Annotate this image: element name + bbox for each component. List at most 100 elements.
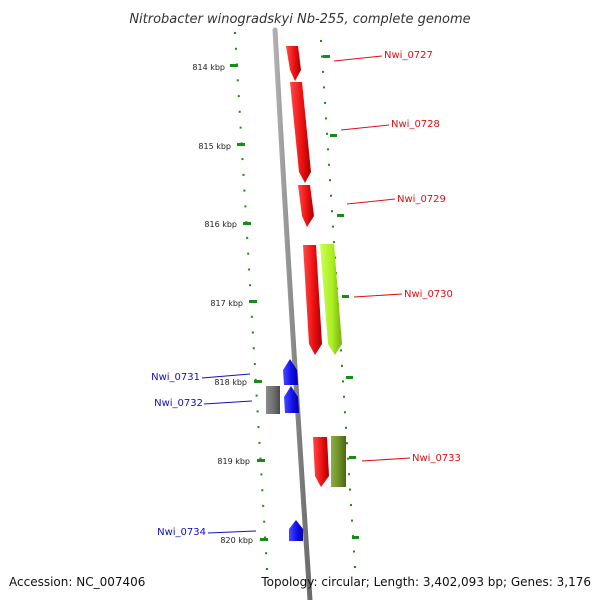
scale-tick-816 [243,222,251,225]
gene-Nwi_0733[interactable] [313,437,329,487]
guide-dot [234,32,236,34]
scale-tick-818 [254,380,262,383]
guide-dot [243,189,246,192]
genome-backbone [272,27,313,600]
guide-dot [254,378,257,381]
guide-dot [341,364,343,367]
gene-Nwi_0732[interactable] [284,386,299,413]
guide-dot [252,347,255,350]
guide-dot [250,315,253,318]
guide-dot [239,126,242,129]
guide-dot [347,457,349,460]
guide-dot [253,363,256,366]
scale-label-814: 814 kbp [192,63,225,72]
gene-Nwi_0730-adjacent-feature[interactable] [320,244,342,355]
gene-Nwi_0731[interactable] [283,359,298,385]
gene-features [266,46,346,541]
guide-dot [333,241,335,244]
gene-Nwi_0733-adjacent-feature[interactable] [331,436,346,487]
gene-label-Nwi_0727[interactable]: Nwi_0727 [384,50,433,61]
guide-dot [257,426,260,429]
gene-leader-lines [201,55,411,534]
right-scale-tick [349,456,356,459]
guide-dot [331,210,333,213]
scale-label-817: 817 kbp [210,299,243,308]
gene-label-Nwi_0729[interactable]: Nwi_0729 [397,194,446,205]
leader-line-Nwi_0734 [207,530,257,534]
guide-dot [329,179,331,182]
scale-label-816: 816 kbp [204,220,237,229]
guide-dot [256,410,259,413]
guide-dot [326,132,328,135]
guide-dot [261,489,264,492]
guide-dot [255,394,258,397]
right-scale-tick [352,536,359,539]
gene-label-Nwi_0734[interactable]: Nwi_0734 [157,527,206,538]
guide-dot [342,380,344,383]
gene-labels: Nwi_0727 Nwi_0728 Nwi_0729 Nwi_0730 Nwi_… [151,50,461,538]
guide-dot [321,55,323,58]
leader-line-Nwi_0733 [361,457,411,462]
gene-label-Nwi_0730[interactable]: Nwi_0730 [404,289,453,300]
gene-label-Nwi_0728[interactable]: Nwi_0728 [391,119,440,130]
right-scale-tick [342,295,349,298]
gene-label-Nwi_0733[interactable]: Nwi_0733 [412,453,461,464]
guide-dot [260,473,263,476]
guide-dot [324,101,326,104]
guide-dot [242,173,245,176]
guide-dot [237,95,240,98]
scale-label-818: 818 kbp [214,378,247,387]
genome-stats-text: Topology: circular; Length: 3,402,093 bp… [260,575,591,589]
accession-text: Accession: NC_007406 [9,575,145,589]
left-guide-track [234,32,268,570]
leader-line-Nwi_0731 [201,373,251,379]
guide-dot [351,519,353,522]
leader-line-Nwi_0728 [340,124,390,131]
scale-ticks [230,55,359,541]
guide-dot [238,110,241,113]
gene-Nwi_0728[interactable] [290,82,311,183]
scale-tick-820 [260,538,268,541]
guide-dot [263,520,266,523]
leader-line-Nwi_0729 [346,198,396,205]
guide-dot [332,225,334,228]
guide-dot [325,117,327,120]
gene-label-Nwi_0732[interactable]: Nwi_0732 [154,398,203,409]
guide-dot [323,86,325,89]
guide-dot [258,441,261,444]
guide-dot [241,158,244,161]
right-scale-tick [323,55,330,58]
gene-Nwi_0727[interactable] [286,46,301,81]
scale-tick-814 [230,64,238,67]
guide-dot [249,284,252,287]
scale-tick-819 [257,459,265,462]
right-scale-tick [337,214,344,217]
guide-dot [266,568,268,570]
right-scale-tick [346,376,353,379]
guide-dot [328,163,330,166]
gene-Nwi_0729[interactable] [298,185,314,227]
right-scale-tick [330,134,337,137]
gene-Nwi_0734[interactable] [289,520,303,541]
guide-dot [251,331,254,334]
genome-title: Nitrobacter winogradskyi Nb-255, complet… [129,12,470,27]
guide-dot [244,205,247,208]
gene-label-Nwi_0731[interactable]: Nwi_0731 [151,372,200,383]
leader-line-Nwi_0730 [353,293,403,298]
leader-line-Nwi_0732 [203,400,253,405]
gene-Nwi_0730[interactable] [303,245,322,355]
guide-dot [246,236,249,239]
guide-dot [259,457,262,460]
scale-label-820: 820 kbp [220,536,253,545]
scale-tick-815 [237,143,245,146]
gene-Nwi_0732-adjacent-feature[interactable] [266,386,280,414]
guide-dot [330,194,332,197]
scale-labels: 814 kbp 815 kbp 816 kbp 817 kbp 818 kbp … [192,63,253,545]
guide-dot [247,252,250,255]
guide-dot [345,426,347,429]
guide-dot [350,504,352,507]
scale-tick-817 [249,300,257,303]
guide-dot [234,47,237,50]
guide-dot [348,473,350,476]
